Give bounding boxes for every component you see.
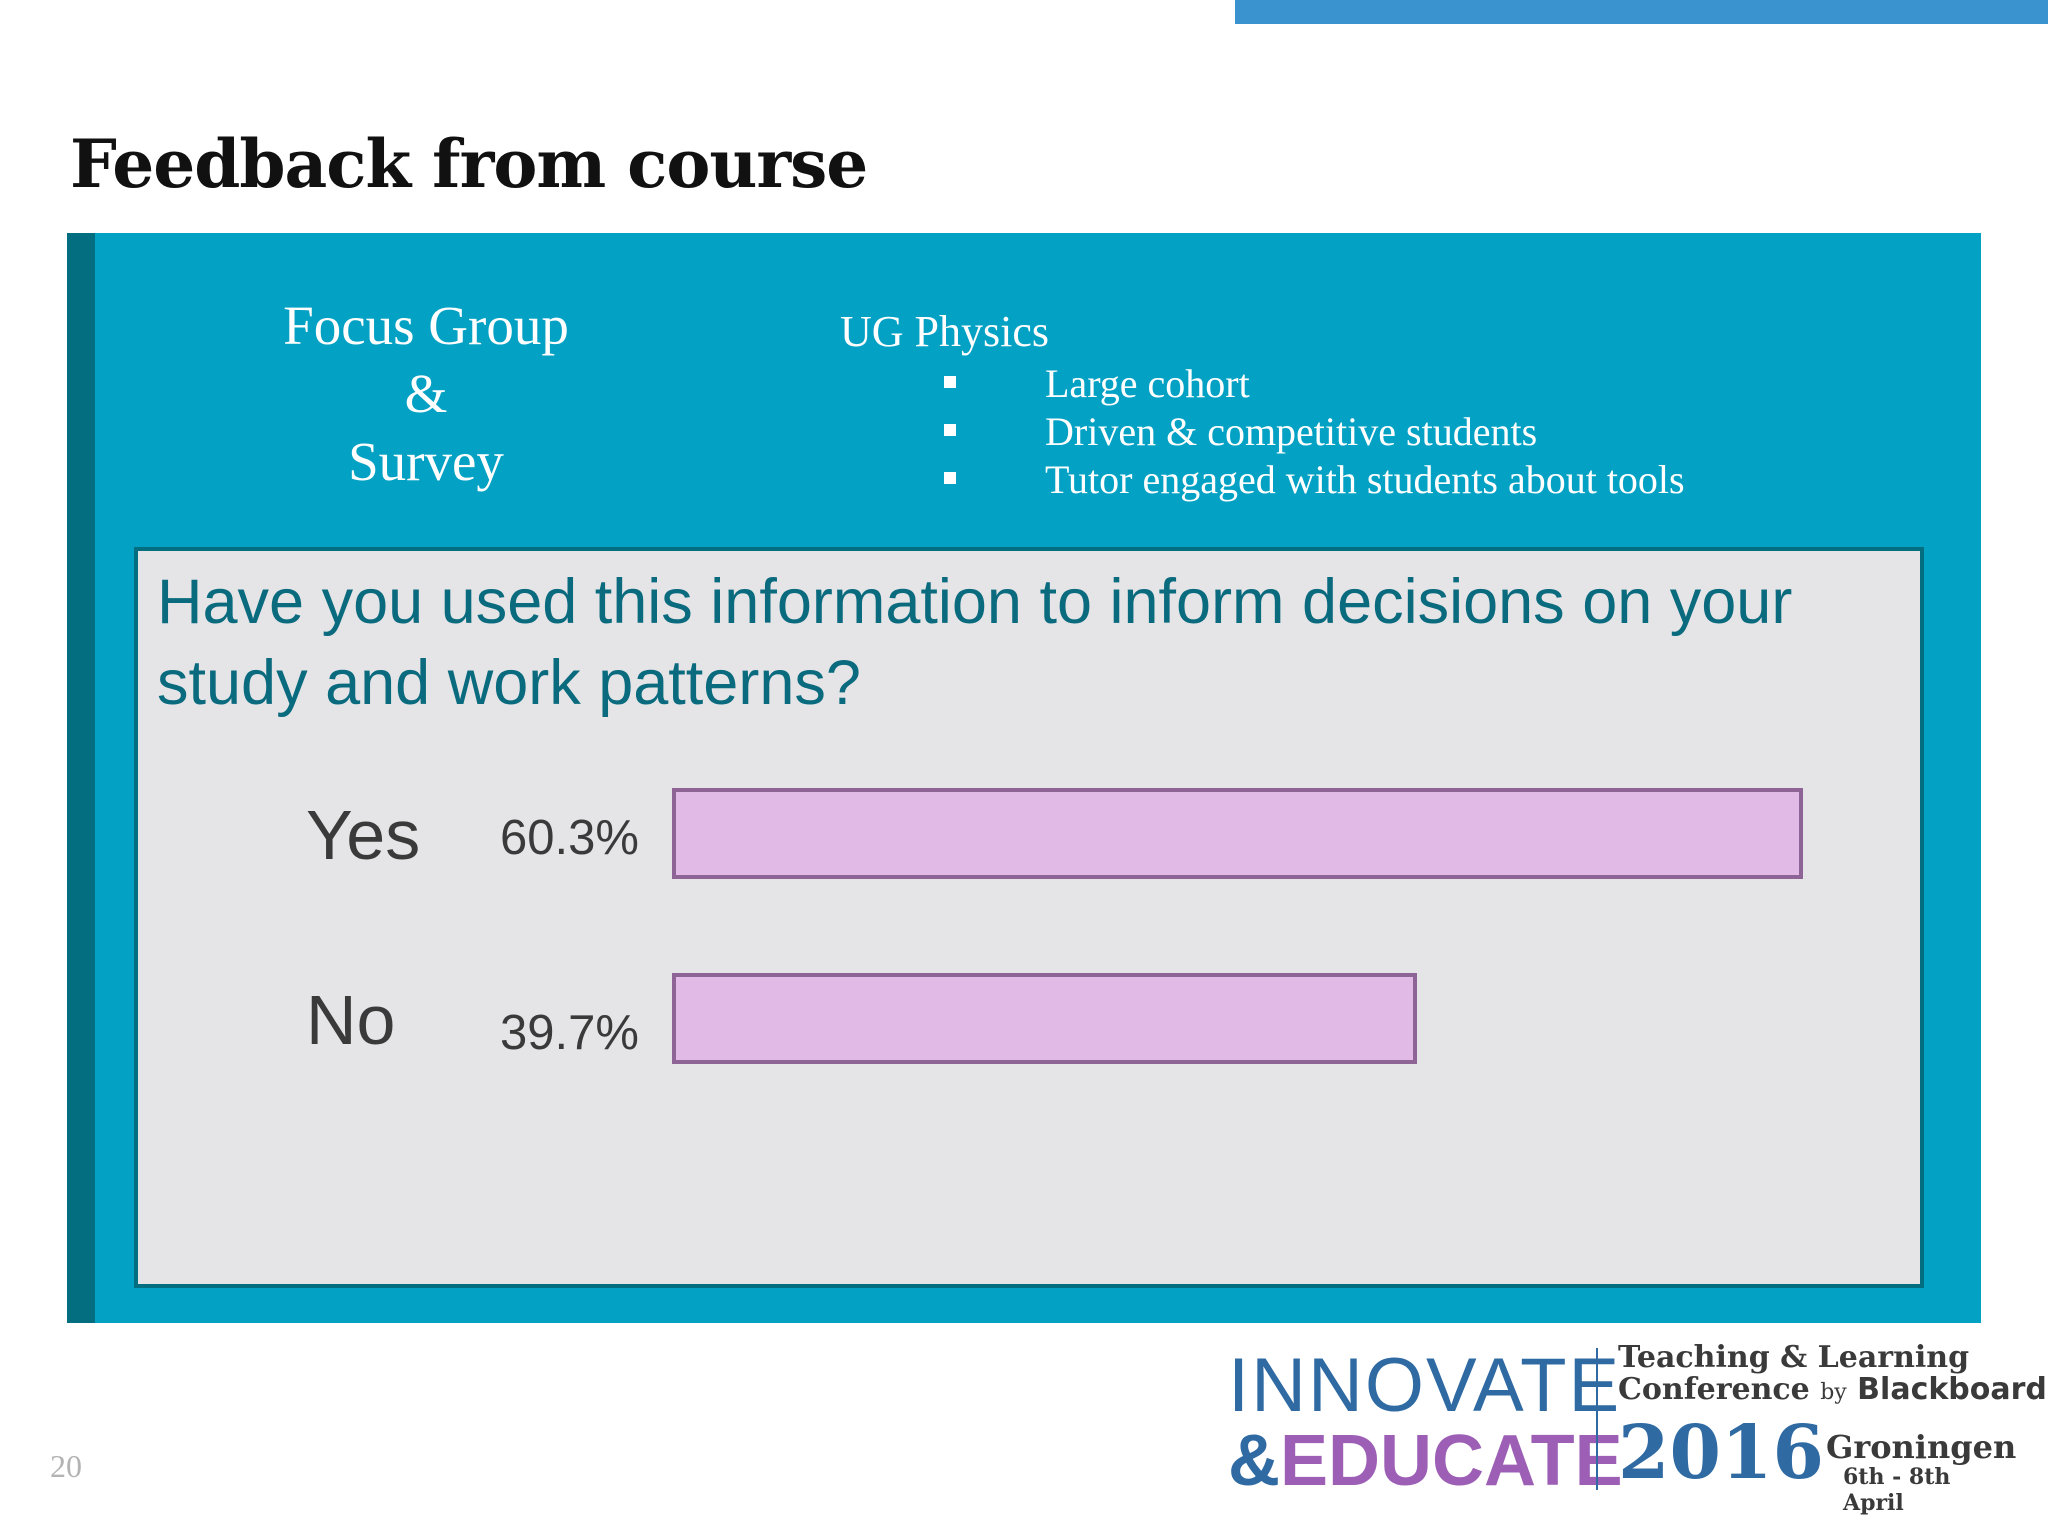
page-number: 20 [50, 1448, 82, 1484]
course-bullets: Large cohort Driven & competitive studen… [940, 360, 1685, 504]
value-label-no: 39.7% [500, 1006, 639, 1060]
bullet-item: Driven & competitive students [940, 408, 1685, 456]
logo-conference-line: Conference by Blackboard [1618, 1374, 2047, 1409]
focus-line-2: & [404, 363, 448, 424]
focus-line-3: Survey [348, 431, 504, 492]
panel-edge [67, 233, 95, 1323]
bar-yes [672, 788, 1803, 879]
focus-line-1: Focus Group [283, 295, 569, 356]
survey-box [134, 547, 1924, 1288]
logo-ampersand: & [1228, 1421, 1280, 1501]
bullet-text: Large cohort [1045, 361, 1250, 406]
logo-conference: Conference [1618, 1372, 1810, 1407]
logo-year: 2016 [1618, 1410, 1824, 1496]
logo-innovate: INNOVATE [1228, 1343, 1622, 1428]
logo-blackboard: Blackboard [1857, 1372, 2047, 1407]
focus-group-label: Focus Group & Survey [226, 292, 626, 496]
logo-teaching-learning: Teaching & Learning [1618, 1340, 1970, 1375]
bullet-item: Large cohort [940, 360, 1685, 408]
bullet-square-icon [944, 424, 956, 436]
survey-question: Have you used this information to inform… [157, 567, 1793, 718]
logo-dates: 6th - 8th April [1843, 1464, 1951, 1516]
logo-educate-line: &EDUCATE [1228, 1420, 1623, 1502]
logo-city: Groningen [1826, 1428, 2017, 1466]
bullet-square-icon [944, 376, 956, 388]
bullet-square-icon [944, 472, 956, 484]
category-label-no: No [306, 981, 396, 1059]
course-heading: UG Physics [840, 307, 1050, 356]
slide-title: Feedback from course [70, 125, 868, 203]
category-label-yes: Yes [306, 796, 421, 874]
conference-logo: INNOVATE &EDUCATE Teaching & Learning Co… [1228, 1340, 2047, 1517]
bullet-text: Driven & competitive students [1045, 409, 1538, 454]
top-accent-bar [1235, 0, 2048, 24]
bullet-text: Tutor engaged with students about tools [1045, 457, 1685, 502]
logo-divider [1596, 1348, 1598, 1490]
bullet-item: Tutor engaged with students about tools [940, 456, 1685, 504]
bar-no [672, 973, 1417, 1064]
value-label-yes: 60.3% [500, 811, 639, 865]
logo-by: by [1820, 1380, 1847, 1405]
logo-educate: EDUCATE [1280, 1421, 1623, 1501]
